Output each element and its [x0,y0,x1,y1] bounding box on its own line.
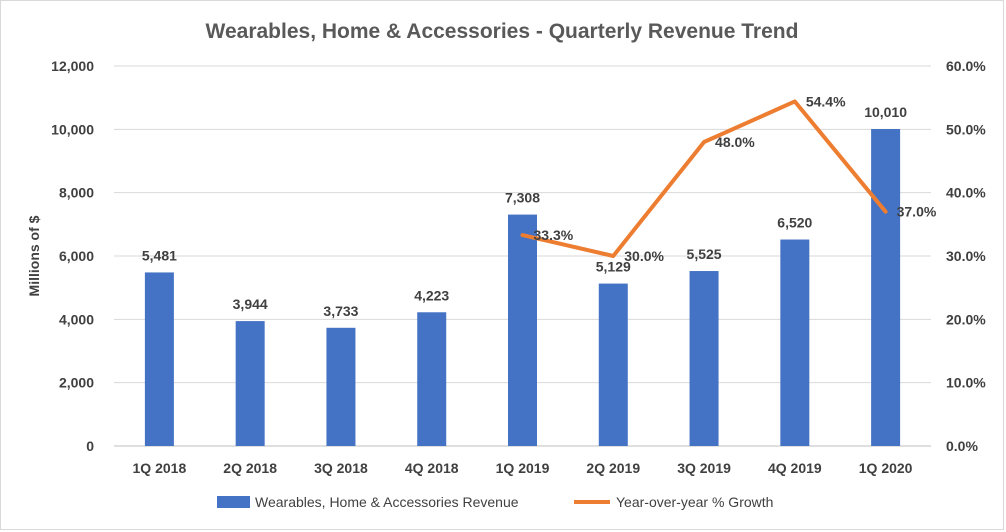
growth-value-label: 37.0% [897,204,937,220]
x-tick-label: 1Q 2018 [133,460,187,476]
left-axis-ticks: 0 2,000 4,000 6,000 8,000 10,000 12,000 [51,58,94,454]
x-tick-label: 2Q 2019 [586,460,640,476]
x-tick-label: 4Q 2019 [768,460,822,476]
growth-value-label: 48.0% [715,134,755,150]
legend-line-label: Year-over-year % Growth [616,494,773,510]
bar-series [144,129,901,446]
bar-value-label: 3,944 [233,296,268,312]
y-tick-label: 6,000 [59,248,94,264]
y2-tick-label: 20.0% [946,311,986,327]
x-tick-label: 2Q 2018 [223,460,277,476]
bar [508,214,537,446]
line-series [520,99,888,258]
bar [780,239,810,446]
growth-value-label: 30.0% [624,248,664,264]
legend-bar-swatch [217,496,250,508]
y-tick-label: 2,000 [59,375,94,391]
y2-tick-label: 0.0% [946,438,978,454]
y2-tick-label: 40.0% [946,185,986,201]
bar-data-labels: 5,481 3,944 3,733 4,223 7,308 5,129 5,525 6,520… [142,104,907,319]
bar-value-label: 7,308 [505,190,540,206]
growth-value-label: 33.3% [534,227,574,243]
bar [326,327,356,446]
bar-value-label: 5,481 [142,247,177,263]
bar [689,271,719,446]
y-tick-label: 4,000 [59,311,94,327]
right-axis-ticks: 0.0% 10.0% 20.0% 30.0% 40.0% 50.0% 60.0% [946,58,986,454]
y-tick-label: 12,000 [51,58,94,74]
y-tick-label: 0 [86,438,94,454]
line-data-labels: 33.3% 30.0% 48.0% 54.4% 37.0% [534,93,937,264]
y-axis-title: Millions of $ [26,215,42,296]
bar [598,283,628,446]
bar-value-label: 4,223 [414,287,449,303]
bar [417,312,447,446]
bar [871,129,901,446]
growth-line [520,99,888,258]
x-tick-label: 3Q 2018 [314,460,368,476]
x-tick-label: 3Q 2019 [677,460,731,476]
bar [144,272,174,446]
bar [235,321,265,446]
y-tick-label: 8,000 [59,185,94,201]
x-tick-label: 1Q 2020 [859,460,913,476]
chart-title: Wearables, Home & Accessories - Quarterl… [206,20,799,43]
y2-tick-label: 10.0% [946,375,986,391]
y2-tick-label: 60.0% [946,58,986,74]
x-tick-label: 4Q 2018 [405,460,459,476]
bar-value-label: 5,525 [687,246,722,262]
growth-value-label: 54.4% [806,93,846,109]
category-axis-ticks: 1Q 2018 2Q 2018 3Q 2018 4Q 2018 1Q 2019 2Q 20… [133,460,913,476]
legend-bar-label: Wearables, Home & Accessories Revenue [255,494,519,510]
bar-value-label: 5,129 [596,259,631,275]
legend: Wearables, Home & Accessories Revenue Yea… [217,494,773,510]
bar-value-label: 3,733 [323,303,358,319]
y2-tick-label: 50.0% [946,121,986,137]
bar-value-label: 10,010 [864,104,907,120]
bar-value-label: 6,520 [777,215,812,231]
x-tick-label: 1Q 2019 [496,460,550,476]
y2-tick-label: 30.0% [946,248,986,264]
y-tick-label: 10,000 [51,121,94,137]
